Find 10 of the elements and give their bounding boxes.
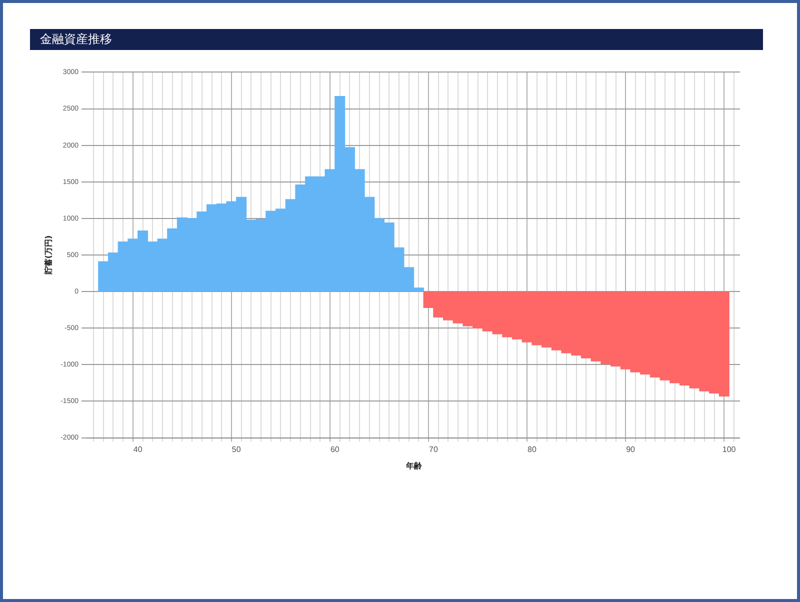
- x-tick-label: 90: [626, 444, 636, 454]
- x-tick-label: 100: [722, 444, 736, 454]
- x-tick-label: 50: [232, 444, 242, 454]
- x-axis-title: 年齢: [404, 461, 423, 470]
- x-tick-label: 80: [528, 444, 537, 454]
- chart-title: 金融資産推移: [40, 32, 112, 46]
- x-tick-label: 70: [429, 444, 438, 454]
- x-tick-label: 40: [133, 444, 143, 454]
- x-tick-label: 60: [330, 444, 340, 454]
- y-axis-title: 貯蓄(万円): [44, 235, 53, 276]
